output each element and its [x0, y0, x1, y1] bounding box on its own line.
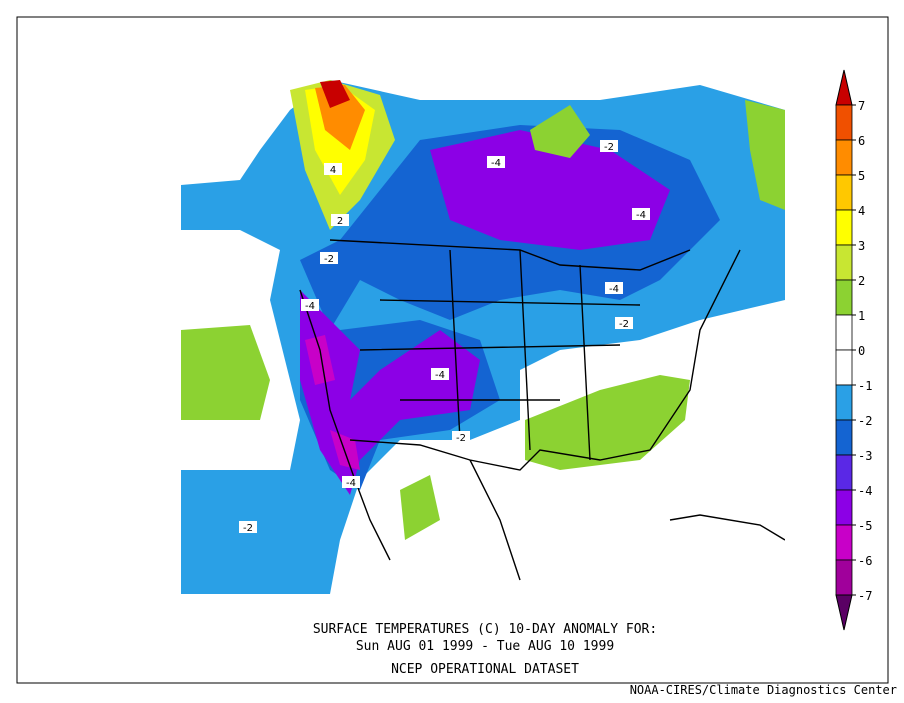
- contour-label-box: [615, 317, 633, 329]
- colorbar-bin: [835, 174, 853, 211]
- region-neutral: [520, 345, 700, 420]
- colorbar-tick-label: -4: [858, 484, 872, 498]
- colorbar-bin: [835, 454, 853, 491]
- contour-label-box: [320, 252, 338, 264]
- contour-label-box: [301, 299, 319, 311]
- colorbar-tick-label: -2: [858, 414, 872, 428]
- credit: NOAA-CIRES/Climate Diagnostics Center: [630, 683, 897, 697]
- colorbar-tick-label: -6: [858, 554, 872, 568]
- contour-label: -4: [491, 158, 501, 169]
- colorbar-tick-label: -5: [858, 519, 872, 533]
- contour-label-box: [487, 156, 505, 168]
- contour-label: -4: [346, 478, 356, 489]
- colorbar-bin: [835, 384, 853, 421]
- contour-labels: 4 2 -2 -4 -4 -2 -4 -4 -2 -4 -2 -4 -2: [239, 140, 650, 534]
- colorbar-bin: [835, 279, 853, 316]
- region-plus1-pacific: [181, 325, 270, 420]
- colorbar-bin: [835, 139, 853, 176]
- colorbar-bin: [835, 209, 853, 246]
- contour-label-box: [632, 208, 650, 220]
- title-line: Sun AUG 01 1999 - Tue AUG 10 1999: [356, 639, 614, 654]
- colorbar-tick-label: 1: [858, 309, 865, 323]
- colorbar-tick-label: 3: [858, 239, 865, 253]
- anomaly-map: [181, 75, 785, 594]
- region-plus1-north: [530, 105, 590, 158]
- contour-label-box: [324, 163, 342, 175]
- contour-label: -2: [324, 254, 334, 265]
- region-plus1-mexico: [400, 475, 440, 540]
- region-plus1-east: [745, 100, 785, 210]
- contour-label-box: [600, 140, 618, 152]
- colorbar-arrow-bottom: [835, 594, 853, 631]
- colorbar-bin: [835, 104, 853, 141]
- region-plus6: [320, 80, 350, 108]
- colorbar-bin: [835, 314, 853, 351]
- contour-label-box: [342, 476, 360, 488]
- contour-label: -2: [604, 142, 614, 153]
- contour-label: -4: [305, 301, 315, 312]
- contour-label-box: [331, 214, 349, 226]
- contour-label: -4: [636, 210, 646, 221]
- colorbar-tick-label: -7: [858, 589, 872, 603]
- contour-label: -4: [435, 370, 445, 381]
- contour-label-box: [605, 282, 623, 294]
- colorbar-tick-label: 6: [858, 134, 865, 148]
- title-line: SURFACE TEMPERATURES (C) 10-DAY ANOMALY …: [313, 622, 657, 637]
- colorbar-tick-label: -1: [858, 379, 872, 393]
- contour-label: 4: [330, 165, 336, 176]
- colorbar-tick-label: 5: [858, 169, 865, 183]
- contour-label-box: [452, 431, 470, 443]
- colorbar-tick-label: 7: [858, 99, 865, 113]
- boundaries: [299, 239, 785, 581]
- region-plus1-southeast: [525, 375, 690, 470]
- colorbar: 7 6 5 4 3 2 1 0 -1 -2 -3 -4 -5 -6 -7: [835, 69, 872, 631]
- contour-label: -2: [243, 523, 253, 534]
- colorbar-bin: [835, 489, 853, 526]
- colorbar-bin: [835, 524, 853, 561]
- colorbar-bin: [835, 559, 853, 596]
- colorbar-bin: [835, 349, 853, 386]
- colorbar-tick-label: 2: [858, 274, 865, 288]
- contour-label: 2: [337, 216, 343, 227]
- colorbar-bin: [835, 419, 853, 456]
- title-line: NCEP OPERATIONAL DATASET: [391, 662, 579, 677]
- colorbar-bin: [835, 244, 853, 281]
- contour-label: -2: [619, 319, 629, 330]
- colorbar-tick-label: 4: [858, 204, 865, 218]
- region-minus6: [305, 335, 335, 385]
- contour-label-box: [431, 368, 449, 380]
- colorbar-tick-label: -3: [858, 449, 872, 463]
- contour-label: -4: [609, 284, 619, 295]
- contour-label-box: [239, 521, 257, 533]
- contour-label: -2: [456, 433, 466, 444]
- colorbar-tick-label: 0: [858, 344, 865, 358]
